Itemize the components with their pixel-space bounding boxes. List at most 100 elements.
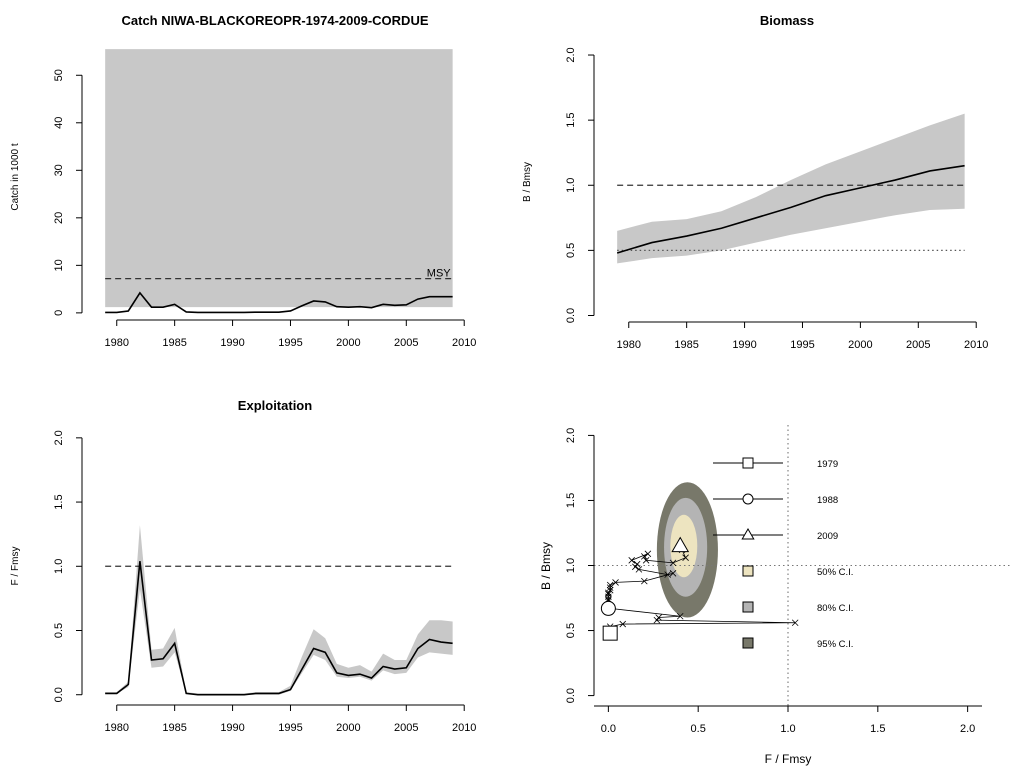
catch-ytick-label: 50 xyxy=(53,69,65,81)
trajectory-cross xyxy=(682,554,689,561)
msy-label: MSY xyxy=(427,268,452,280)
trajectory-point xyxy=(676,612,684,620)
catch-ytick-label: 20 xyxy=(53,212,65,224)
trajectory-point xyxy=(664,571,671,578)
trajectory-point xyxy=(612,579,619,586)
trajectory-point xyxy=(642,557,650,564)
catch-xtick-label: 2005 xyxy=(394,337,418,349)
biomass-band xyxy=(617,113,965,264)
biomass-xtick-label: 2010 xyxy=(964,339,988,351)
kobe-xtick-label: 1.5 xyxy=(870,723,885,735)
exploitation-line xyxy=(105,561,453,696)
catch-xtick-label: 1990 xyxy=(220,337,244,349)
legend-label: 50% C.I. xyxy=(817,567,853,578)
exploitation-ytick-label: 1.5 xyxy=(53,494,65,509)
catch-xtick-label: 1995 xyxy=(278,337,302,349)
catch-title: Catch NIWA-BLACKOREOPR-1974-2009-CORDUE xyxy=(122,13,429,28)
year-marker-1988 xyxy=(600,600,616,616)
biomass-line xyxy=(616,164,965,254)
kobe-ytick-label: 0.5 xyxy=(565,623,577,638)
trajectory-cross xyxy=(644,550,652,558)
catch-ytick-label: 10 xyxy=(53,259,65,271)
catch-band xyxy=(105,49,453,308)
exploitation-plot-area: 0.0 0.5 1.0 1.5 2.0 1980 1985 1990 1995 2000 2005 2… xyxy=(53,430,477,734)
legend-label: 1979 xyxy=(817,459,838,470)
trajectory-cross xyxy=(642,557,650,564)
trajectory-cross xyxy=(641,553,648,560)
biomass-xtick-label: 1980 xyxy=(617,339,641,351)
catch-plot-area: MSY 0 10 20 30 40 50 1980 1985 1990 1995 2000 2005 20… xyxy=(53,49,476,349)
year-marker-1979 xyxy=(602,625,618,641)
trajectory-cross xyxy=(606,584,614,591)
trajectory-cross xyxy=(633,560,641,568)
biomass-ylabel: B / Bmsy xyxy=(522,162,533,202)
kobe-plot-area: 1979 1988 2009 50% C.I. 80% C.I. 95% C.I. 0.0 0… xyxy=(565,425,1010,735)
kobe-ytick-label: 1.0 xyxy=(565,558,577,573)
exploitation-band xyxy=(105,525,453,695)
trajectory-cross xyxy=(641,577,648,585)
trajectory-cross xyxy=(635,566,643,573)
trajectory-point xyxy=(655,614,662,621)
kobe-xtick-label: 0.5 xyxy=(691,723,706,735)
biomass-xtick-label: 2000 xyxy=(848,339,872,351)
exploitation-xtick-label: 2005 xyxy=(394,722,418,734)
trajectory-point xyxy=(628,557,636,564)
trajectory-cross xyxy=(676,612,684,620)
legend-marker xyxy=(741,527,755,540)
catch-xtick-label: 2010 xyxy=(452,337,476,349)
trajectory-point xyxy=(669,570,677,577)
legend-swatch xyxy=(742,565,754,577)
exploitation-ytick-label: 0.5 xyxy=(53,623,65,638)
trajectory-point xyxy=(605,590,612,598)
exploitation-ytick-label: 0.0 xyxy=(53,687,65,702)
exploitation-xtick-label: 1985 xyxy=(162,722,186,734)
exploitation-xtick-label: 1980 xyxy=(105,722,129,734)
exploitation-ytick-label: 1.0 xyxy=(53,559,65,574)
catch-ytick-label: 30 xyxy=(53,164,65,176)
trajectory-point xyxy=(682,554,689,561)
catch-ytick-label: 40 xyxy=(53,117,65,129)
exploitation-ytick-label: 2.0 xyxy=(53,430,65,445)
biomass-xtick-label: 1985 xyxy=(674,339,698,351)
legend-label: 95% C.I. xyxy=(817,639,853,650)
legend-label: 2009 xyxy=(817,531,838,542)
exploitation-ylabel: F / Fmsy xyxy=(10,547,21,586)
kobe-ylabel: B / Bmsy xyxy=(539,542,553,590)
trajectory-cross xyxy=(619,620,627,628)
trajectory-point xyxy=(669,559,677,567)
kobe-xlabel: F / Fmsy xyxy=(765,752,812,766)
kobe-ytick-label: 2.0 xyxy=(565,428,577,443)
trajectory-cross xyxy=(791,619,799,627)
exploitation-xtick-label: 1990 xyxy=(220,722,244,734)
biomass-xtick-label: 2005 xyxy=(906,339,930,351)
trajectory-cross xyxy=(606,581,614,589)
trajectory-point xyxy=(641,577,648,585)
legend-marker xyxy=(742,457,754,469)
trajectory-cross xyxy=(655,614,662,621)
biomass-plot-area: 0.0 0.5 1.0 1.5 2.0 1980 1985 1990 1995 2000 2005 2… xyxy=(565,47,989,351)
trajectory-cross xyxy=(664,571,671,578)
catch-xtick-label: 1985 xyxy=(162,337,186,349)
exploitation-title: Exploitation xyxy=(238,398,312,413)
catch-ytick-label: 0 xyxy=(53,310,65,316)
trajectory-point xyxy=(641,553,648,560)
trajectory-cross xyxy=(628,557,636,564)
trajectory-point xyxy=(619,620,627,628)
biomass-ytick-label: 0.5 xyxy=(565,243,577,258)
kobe-xtick-label: 0.0 xyxy=(601,723,616,735)
biomass-title: Biomass xyxy=(760,13,814,28)
kobe-ytick-label: 1.5 xyxy=(565,493,577,508)
exploitation-xtick-label: 1995 xyxy=(278,722,302,734)
biomass-ytick-label: 2.0 xyxy=(565,47,577,62)
catch-ylabel: Catch in 1000 t xyxy=(10,143,21,210)
catch-xtick-label: 2000 xyxy=(336,337,360,349)
biomass-xtick-label: 1990 xyxy=(732,339,756,351)
legend-label: 80% C.I. xyxy=(817,603,853,614)
legend-swatch xyxy=(742,637,754,649)
kobe-ytick-label: 0.0 xyxy=(565,688,577,703)
trajectory-point xyxy=(791,619,799,627)
year-marker-2009 xyxy=(671,536,690,553)
exploitation-xtick-label: 2000 xyxy=(336,722,360,734)
exploitation-xtick-label: 2010 xyxy=(452,722,476,734)
